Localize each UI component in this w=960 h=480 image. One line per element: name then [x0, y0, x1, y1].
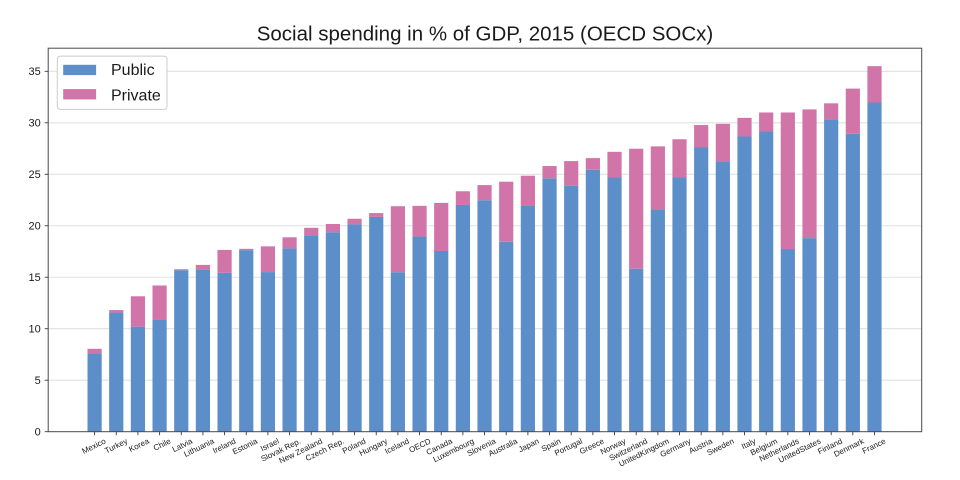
svg-text:Private: Private	[111, 87, 161, 104]
svg-text:0: 0	[35, 427, 41, 439]
svg-text:20: 20	[29, 221, 41, 233]
svg-text:15: 15	[29, 272, 41, 284]
svg-text:30: 30	[29, 118, 41, 130]
svg-text:25: 25	[29, 169, 41, 181]
svg-text:5: 5	[35, 375, 41, 387]
svg-text:10: 10	[29, 324, 41, 336]
svg-text:35: 35	[29, 66, 41, 78]
svg-text:Social spending in % of GDP, 2: Social spending in % of GDP, 2015 (OECD …	[257, 22, 714, 45]
svg-text:Public: Public	[111, 62, 155, 79]
